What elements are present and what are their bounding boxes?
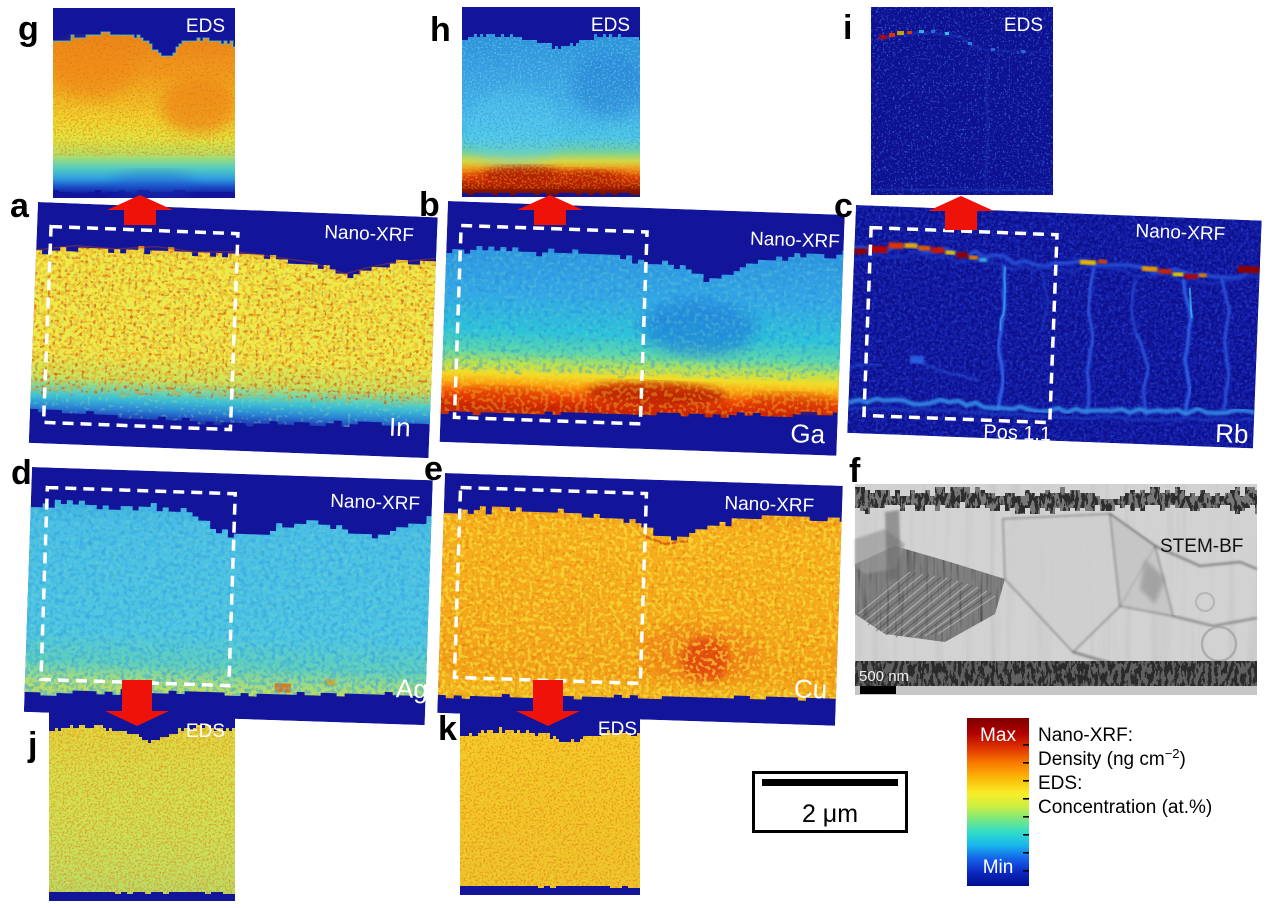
svg-text:EDS: EDS (1004, 15, 1043, 36)
svg-text:Max: Max (980, 725, 1016, 746)
svg-text:Nano-XRF: Nano-XRF (750, 229, 840, 253)
svg-text:j: j (27, 726, 37, 764)
svg-text:Min: Min (983, 857, 1014, 878)
svg-text:Pos 1.1: Pos 1.1 (983, 421, 1052, 446)
svg-text:e: e (424, 450, 443, 488)
svg-text:EDS:: EDS: (1038, 773, 1082, 794)
svg-text:f: f (849, 452, 861, 490)
svg-text:Nano-XRF: Nano-XRF (324, 222, 414, 246)
svg-text:Density (ng cm−2): Density (ng cm−2) (1038, 746, 1186, 770)
svg-text:EDS: EDS (591, 15, 630, 36)
svg-text:Cu: Cu (793, 673, 827, 704)
svg-text:500 nm: 500 nm (859, 668, 909, 685)
svg-text:EDS: EDS (598, 719, 637, 740)
svg-text:2 μm: 2 μm (802, 800, 858, 828)
svg-text:EDS: EDS (186, 721, 225, 742)
svg-text:g: g (18, 10, 39, 48)
svg-text:c: c (834, 187, 853, 225)
svg-text:b: b (419, 186, 440, 224)
svg-text:a: a (10, 187, 30, 225)
svg-text:Ga: Ga (790, 418, 826, 449)
svg-text:Nano-XRF:: Nano-XRF: (1038, 725, 1133, 746)
svg-text:Concentration (at.%): Concentration (at.%) (1038, 797, 1212, 818)
svg-text:Rb: Rb (1215, 418, 1249, 449)
svg-text:STEM-BF: STEM-BF (1160, 536, 1243, 557)
svg-text:Ag: Ag (396, 673, 429, 704)
svg-text:EDS: EDS (186, 16, 225, 37)
svg-text:i: i (843, 9, 852, 47)
svg-text:d: d (11, 454, 32, 492)
svg-text:Nano-XRF: Nano-XRF (1135, 221, 1225, 245)
svg-text:Nano-XRF: Nano-XRF (724, 493, 814, 517)
svg-text:k: k (438, 710, 457, 748)
svg-text:h: h (430, 11, 451, 49)
svg-text:In: In (388, 412, 411, 443)
svg-text:Nano-XRF: Nano-XRF (330, 491, 420, 515)
